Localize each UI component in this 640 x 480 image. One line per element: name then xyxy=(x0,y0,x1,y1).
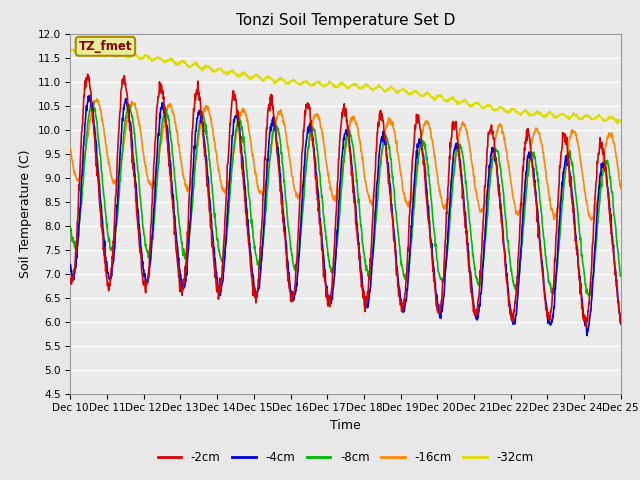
X-axis label: Time: Time xyxy=(330,419,361,432)
Text: TZ_fmet: TZ_fmet xyxy=(79,40,132,53)
Title: Tonzi Soil Temperature Set D: Tonzi Soil Temperature Set D xyxy=(236,13,455,28)
Legend: -2cm, -4cm, -8cm, -16cm, -32cm: -2cm, -4cm, -8cm, -16cm, -32cm xyxy=(153,446,538,469)
Y-axis label: Soil Temperature (C): Soil Temperature (C) xyxy=(19,149,32,278)
